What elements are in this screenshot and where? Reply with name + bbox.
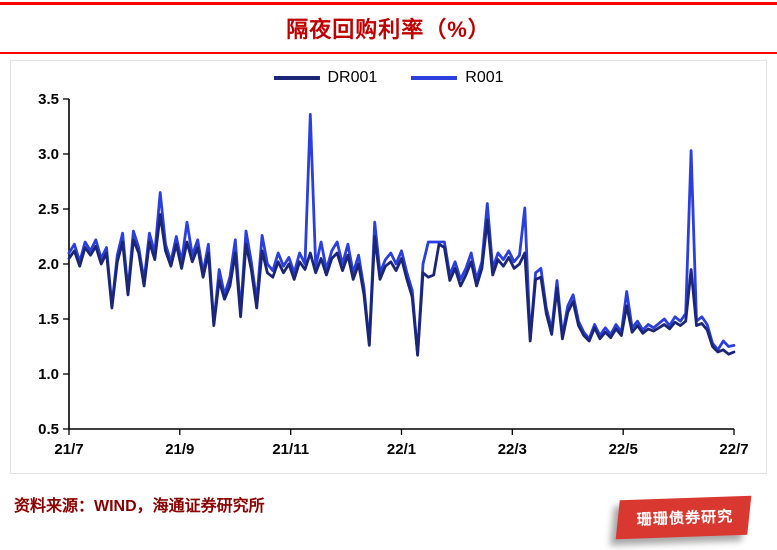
x-tick-label: 21/7 xyxy=(54,441,83,458)
legend-label-r001: R001 xyxy=(465,69,504,86)
legend-label-dr001: DR001 xyxy=(327,69,378,86)
y-tick-label: 2.0 xyxy=(38,256,59,273)
r001-line-swatch xyxy=(411,76,458,80)
y-tick-label: 2.5 xyxy=(38,201,59,218)
legend-item-dr001: DR001 xyxy=(273,69,377,87)
line-r001 xyxy=(67,113,736,356)
x-tick-label: 22/7 xyxy=(719,441,748,458)
y-tick-label: 3.5 xyxy=(38,91,59,108)
chart-title: 隔夜回购利率（%） xyxy=(286,17,491,42)
top-red-rule xyxy=(0,2,777,5)
x-tick-label: 22/1 xyxy=(387,441,416,458)
y-tick-label: 1.0 xyxy=(38,366,59,383)
x-tick-label: 22/5 xyxy=(609,441,638,458)
x-tick-label: 21/11 xyxy=(272,441,309,458)
title-underline-rule xyxy=(0,52,777,54)
watermark-text: 珊珊债券研究 xyxy=(636,508,734,529)
line-dr001 xyxy=(67,213,736,357)
source-note: 资料来源：WIND，海通证券研究所 xyxy=(14,498,265,515)
y-tick-label: 3.0 xyxy=(38,146,59,163)
footer: 资料来源：WIND，海通证券研究所 珊珊债券研究 xyxy=(0,474,777,540)
y-tick-label: 1.5 xyxy=(38,311,59,328)
chart-area: DR001 R001 0.5 1.0 1.5 2.0 2.5 3.0 3.5 21/7 21/9… xyxy=(10,60,767,474)
y-tick-label: 0.5 xyxy=(38,421,59,438)
x-tick-label: 21/9 xyxy=(165,441,194,458)
watermark-badge: 珊珊债券研究 xyxy=(615,495,752,540)
dr001-line-swatch xyxy=(273,76,320,80)
chart-legend: DR001 R001 xyxy=(273,69,504,87)
x-tick-label: 22/3 xyxy=(498,441,527,458)
line-chart: 0.5 1.0 1.5 2.0 2.5 3.0 3.5 21/7 21/9 21/11 22/1 22… xyxy=(38,91,748,458)
legend-item-r001: R001 xyxy=(411,69,504,87)
